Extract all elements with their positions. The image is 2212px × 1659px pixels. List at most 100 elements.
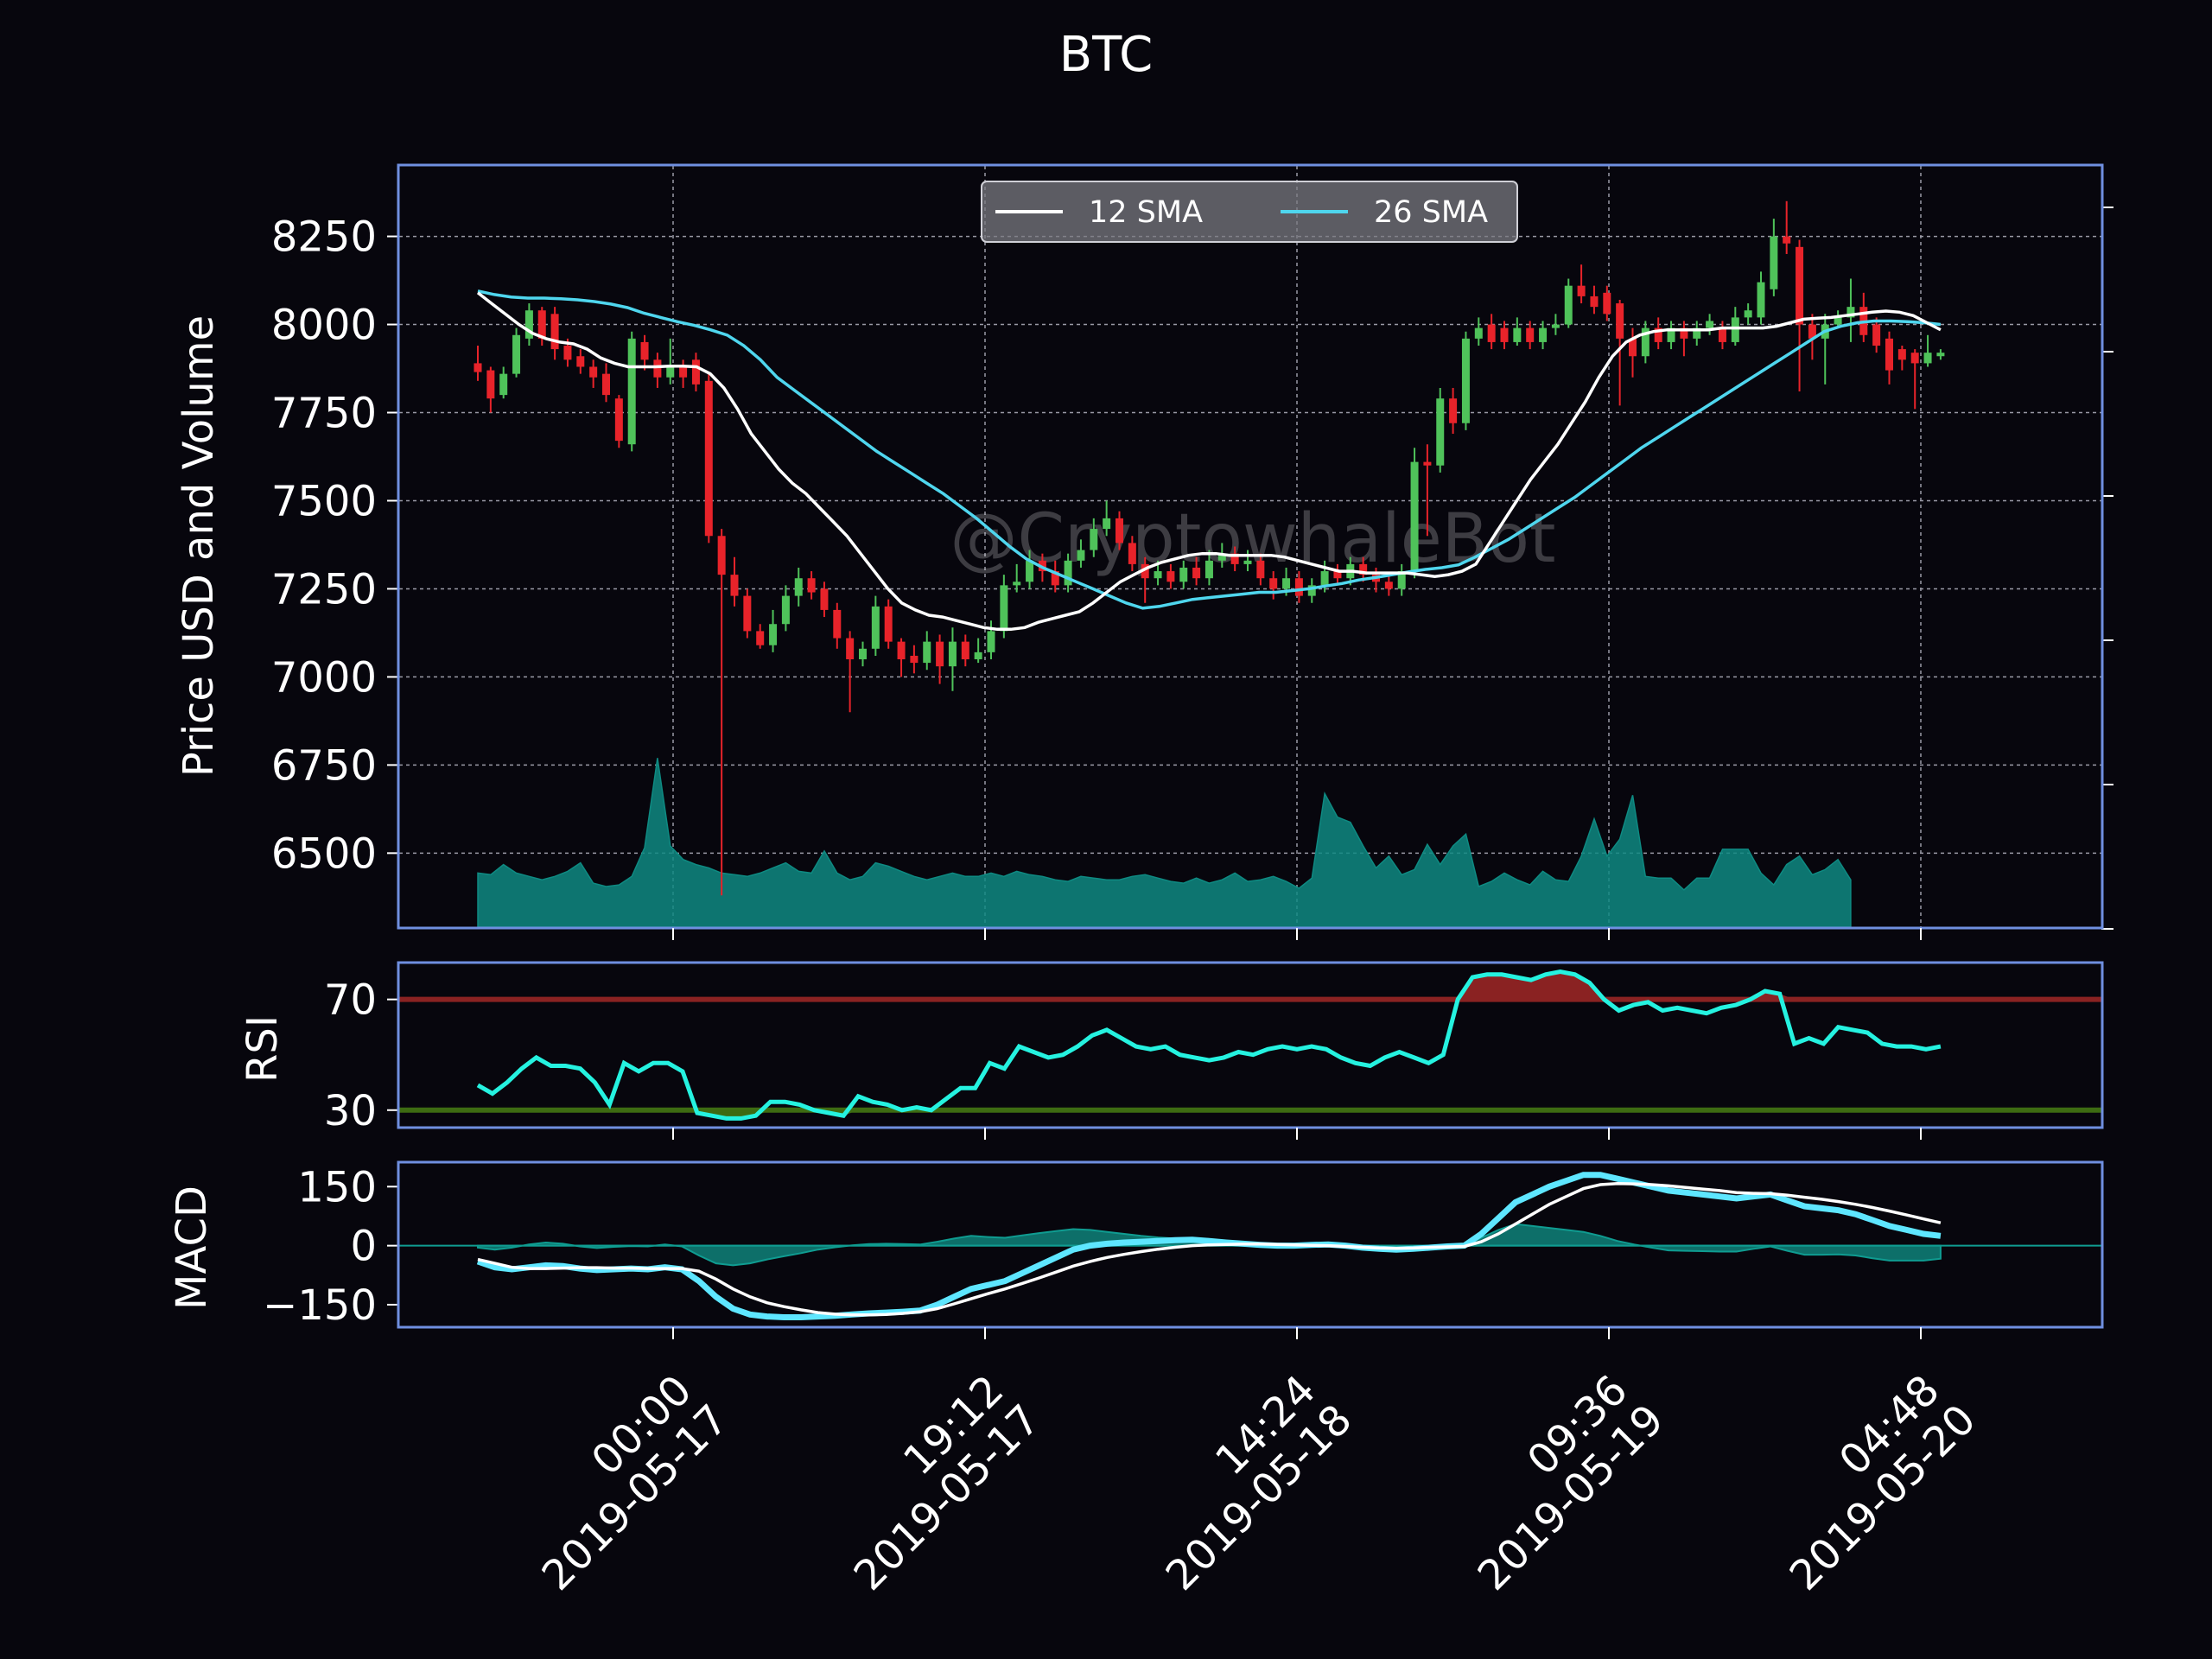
candle-body: [1384, 582, 1393, 589]
candle-25: [794, 567, 803, 607]
candle-22: [756, 624, 765, 649]
candle-body: [1513, 327, 1522, 342]
candle-65: [1307, 578, 1316, 603]
candle-62: [1269, 571, 1278, 600]
candle-111: [1897, 346, 1906, 371]
candle-39: [974, 638, 982, 664]
candle-body: [1551, 324, 1560, 328]
candle-body: [1590, 296, 1599, 308]
candle-body: [1192, 567, 1201, 579]
candle-body: [1654, 327, 1662, 342]
candle-body: [550, 314, 559, 350]
candle-body: [1910, 353, 1919, 364]
candle-52: [1141, 556, 1149, 603]
candle-body: [794, 578, 803, 596]
rsi-line-group: [476, 969, 1942, 1121]
candle-21: [743, 588, 752, 639]
candle-body: [1680, 327, 1688, 339]
candle-81: [1513, 317, 1522, 346]
candle-29: [846, 631, 855, 713]
candle-body: [820, 588, 829, 610]
candle-body: [1013, 582, 1021, 586]
candle-body: [1500, 327, 1509, 342]
candle-80: [1500, 321, 1509, 350]
candle-body: [1449, 398, 1458, 423]
candle-0: [474, 346, 482, 381]
volume-series: [477, 758, 1852, 928]
candle-88: [1603, 285, 1611, 321]
candle-body: [1333, 571, 1342, 579]
candle-23: [769, 609, 778, 652]
candle-83: [1539, 321, 1548, 350]
candle-2: [499, 366, 508, 399]
candle-89: [1616, 299, 1624, 406]
candle-body: [1783, 236, 1791, 244]
candle-100: [1757, 271, 1765, 325]
candle-113: [1923, 334, 1932, 367]
candle-body: [1744, 310, 1752, 318]
candle-body: [1230, 553, 1239, 564]
candle-9: [589, 359, 598, 388]
candle-body: [1526, 327, 1535, 342]
candle-17: [691, 353, 700, 392]
candle-78: [1474, 317, 1483, 346]
price-y-ticks: 6500 6750 7000 7250 7500 7750 8000 8250: [271, 213, 399, 878]
candle-67: [1333, 563, 1342, 586]
candle-24: [781, 585, 790, 632]
candle-86: [1577, 264, 1586, 304]
candle-43: [1026, 550, 1034, 589]
macd-lines: [476, 1172, 1942, 1320]
candle-body: [948, 641, 957, 667]
candle-99: [1744, 303, 1752, 325]
candle-body: [1667, 327, 1675, 342]
candle-body: [1217, 553, 1226, 561]
candle-body: [1026, 560, 1034, 582]
candle-114: [1936, 349, 1945, 360]
candle-body: [1770, 236, 1778, 289]
candle-body: [910, 655, 918, 664]
candle-45: [1051, 560, 1059, 593]
candle-59: [1230, 546, 1239, 572]
candle-body: [474, 363, 482, 372]
price-ytick-label: 6500: [271, 830, 377, 878]
candle-35: [923, 631, 931, 671]
candle-15: [666, 338, 675, 385]
legend: 12 SMA 26 SMA: [981, 181, 1518, 243]
rsi-ytick-label: 70: [324, 976, 377, 1025]
candle-body: [1397, 571, 1406, 589]
candle-body: [1487, 324, 1496, 342]
rsi-ytick-label: 30: [324, 1087, 377, 1135]
candle-90: [1629, 327, 1637, 378]
candle-48: [1090, 518, 1098, 557]
candle-body: [537, 310, 546, 339]
candle-110: [1885, 331, 1893, 385]
candle-49: [1103, 500, 1111, 537]
candle-body: [1718, 327, 1726, 342]
candle-body: [1243, 560, 1252, 564]
candle-42: [1013, 563, 1021, 593]
candle-10: [602, 363, 610, 403]
legend-label-sma12: 12 SMA: [1089, 195, 1203, 230]
signal-line: [477, 1181, 1942, 1317]
macd-ytick-label: 0: [350, 1223, 377, 1271]
candle-95: [1693, 321, 1701, 346]
rsi-panel-frame: [397, 961, 2104, 1129]
candle-body: [666, 366, 675, 378]
price-ytick-label: 7500: [271, 477, 377, 525]
candle-51: [1128, 536, 1136, 572]
rsi-y-axis-label: RSI: [238, 1015, 287, 1083]
rsi-threshold-lines: [399, 996, 2101, 1113]
candle-72: [1397, 563, 1406, 596]
candle-body: [1834, 317, 1842, 325]
price-ytick-label: 6750: [271, 741, 377, 790]
candle-82: [1526, 321, 1535, 350]
candle-101: [1770, 219, 1778, 296]
candle-46: [1064, 553, 1072, 593]
candle-28: [833, 602, 842, 649]
candle-body: [859, 648, 867, 660]
macd-ytick-label: 150: [297, 1163, 377, 1211]
price-ytick-label: 7750: [271, 390, 377, 438]
candle-body: [1359, 563, 1368, 575]
candle-85: [1564, 278, 1573, 328]
